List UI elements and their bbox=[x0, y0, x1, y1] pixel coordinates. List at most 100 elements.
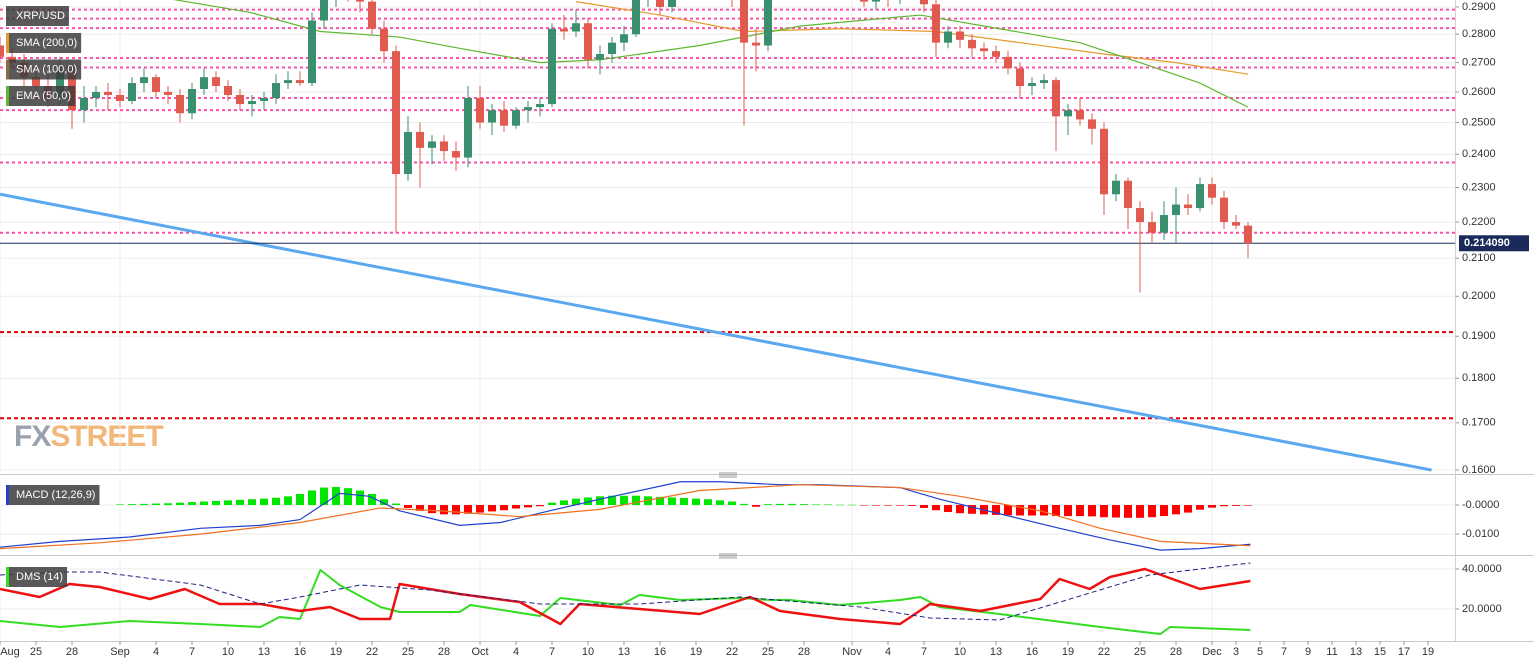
histogram-bar bbox=[308, 490, 316, 506]
histogram-bar bbox=[368, 493, 376, 506]
candle-body bbox=[596, 53, 604, 60]
histogram-bar bbox=[944, 505, 952, 513]
candle-body bbox=[464, 97, 472, 158]
candle-body bbox=[32, 77, 40, 87]
y-tick-label: 0.2400 bbox=[1462, 148, 1496, 160]
histogram-bar bbox=[584, 497, 592, 506]
candle-body bbox=[272, 83, 280, 98]
candle-body bbox=[872, 0, 880, 2]
legend-swatch bbox=[6, 485, 9, 505]
histogram-bar bbox=[164, 503, 172, 506]
histogram-bar bbox=[1244, 505, 1252, 506]
histogram-bar bbox=[116, 504, 124, 506]
histogram-bar bbox=[932, 505, 940, 511]
histogram-bar bbox=[404, 505, 412, 508]
histogram-bar bbox=[1028, 505, 1036, 516]
histogram-bar bbox=[500, 505, 508, 511]
candle-body bbox=[404, 131, 412, 175]
candle-body bbox=[1112, 180, 1120, 195]
x-tick-label: 7 bbox=[921, 646, 927, 658]
panel-label: MACD (12,26,9) bbox=[16, 489, 95, 501]
x-tick-label: 22 bbox=[1098, 646, 1110, 658]
candle-body bbox=[740, 0, 748, 43]
candle-body bbox=[512, 110, 520, 126]
histogram-bar bbox=[1016, 505, 1024, 516]
histogram-bar bbox=[1208, 505, 1216, 508]
histogram-bar bbox=[740, 503, 748, 506]
histogram-bar bbox=[176, 502, 184, 506]
histogram-bar bbox=[1136, 505, 1144, 518]
histogram-bar bbox=[1172, 505, 1180, 515]
histogram-bar bbox=[1076, 505, 1084, 517]
candle-body bbox=[632, 0, 640, 35]
candle-body bbox=[296, 80, 304, 84]
histogram-bar bbox=[1100, 505, 1108, 518]
histogram-bar bbox=[1184, 505, 1192, 513]
x-tick-label: 19 bbox=[1422, 646, 1434, 658]
x-tick-label: 3 bbox=[1233, 646, 1239, 658]
histogram-bar bbox=[548, 502, 556, 506]
x-tick-label: 19 bbox=[1062, 646, 1074, 658]
candle-body bbox=[104, 91, 112, 95]
candle-body bbox=[536, 104, 544, 108]
x-tick-label: Dec bbox=[1202, 646, 1222, 658]
histogram-bar bbox=[1064, 505, 1072, 517]
candle-body bbox=[1208, 184, 1216, 198]
price-panel bbox=[0, 0, 1455, 472]
x-tick-label: 9 bbox=[1305, 646, 1311, 658]
x-tick-label: Aug bbox=[0, 646, 20, 658]
panel-label-box bbox=[6, 59, 82, 80]
y-tick-label: 0.1700 bbox=[1462, 417, 1496, 429]
candle-body bbox=[584, 23, 592, 60]
histogram-bar bbox=[848, 504, 856, 506]
resize-handle[interactable] bbox=[719, 472, 737, 478]
y-tick-label: 40.0000 bbox=[1462, 563, 1502, 575]
histogram-bar bbox=[440, 505, 448, 515]
histogram-bar bbox=[1196, 505, 1204, 510]
candle-body bbox=[1052, 80, 1060, 117]
histogram-bar bbox=[704, 499, 712, 506]
histogram-bar bbox=[284, 496, 292, 506]
candle-body bbox=[1028, 83, 1036, 87]
histogram-bar bbox=[392, 503, 400, 506]
histogram-bar bbox=[860, 505, 868, 506]
last-price-label: 0.214090 bbox=[1464, 237, 1510, 249]
candle-body bbox=[356, 0, 364, 2]
x-tick-label: 4 bbox=[885, 646, 891, 658]
histogram-bar bbox=[1004, 505, 1012, 516]
x-tick-label: 13 bbox=[990, 646, 1002, 658]
legend-swatch bbox=[6, 567, 9, 587]
candle-body bbox=[308, 20, 316, 84]
histogram-bar bbox=[680, 498, 688, 506]
last-price-box bbox=[1459, 235, 1529, 252]
candle-body bbox=[416, 131, 424, 148]
histogram-bar bbox=[1052, 505, 1060, 517]
y-tick-label: 0.2000 bbox=[1462, 290, 1496, 302]
y-tick-label: 0.2500 bbox=[1462, 116, 1496, 128]
histogram-bar bbox=[416, 505, 424, 511]
histogram-bar bbox=[296, 493, 304, 506]
histogram-bar bbox=[776, 503, 784, 506]
resize-handle[interactable] bbox=[719, 553, 737, 559]
moving-average bbox=[173, 0, 1249, 108]
watermark: FXSTREET bbox=[14, 420, 163, 453]
histogram-bar bbox=[560, 500, 568, 506]
candle-body bbox=[1124, 180, 1132, 209]
legend-swatch bbox=[6, 86, 9, 106]
candle-body bbox=[116, 94, 124, 102]
candle-body bbox=[80, 97, 88, 111]
x-tick-label: 28 bbox=[1170, 646, 1182, 658]
y-tick-label: 0.2800 bbox=[1462, 28, 1496, 40]
histogram-bar bbox=[200, 501, 208, 506]
panel-label-box bbox=[6, 485, 100, 505]
histogram-bar bbox=[896, 505, 904, 506]
histogram-bar bbox=[956, 505, 964, 514]
candle-body bbox=[1232, 222, 1240, 226]
candle-body bbox=[428, 141, 436, 148]
histogram-bar bbox=[1040, 505, 1048, 516]
x-tick-label: 17 bbox=[1398, 646, 1410, 658]
panel-label: XRP/USD bbox=[16, 10, 65, 22]
panel-label-box bbox=[6, 33, 82, 53]
candle-body bbox=[956, 31, 964, 40]
